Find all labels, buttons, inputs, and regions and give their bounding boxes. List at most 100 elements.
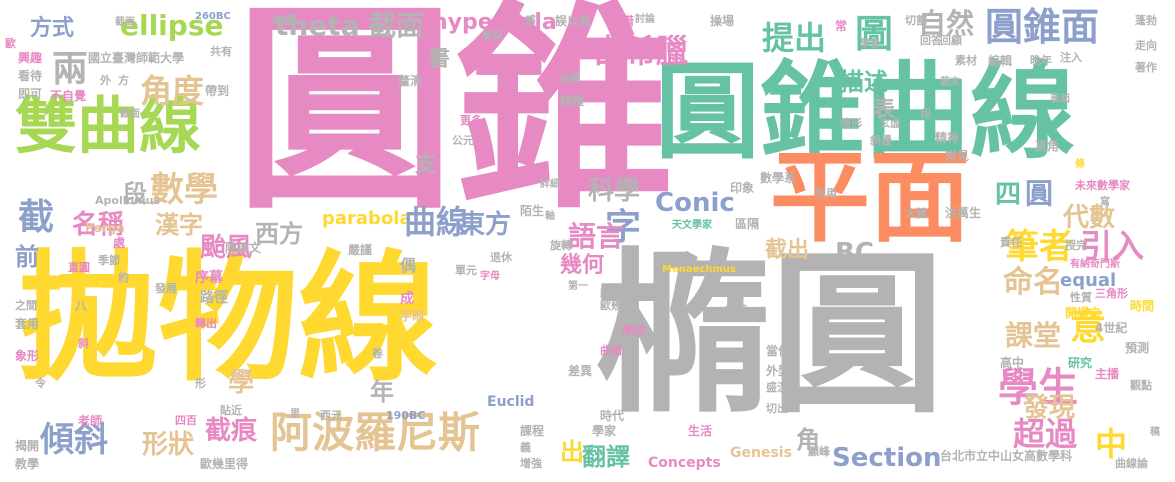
word-93: 盛況 <box>766 381 788 394</box>
word-112: 條 <box>1075 159 1085 170</box>
word-193: 玄虛 <box>880 119 900 130</box>
word-9: 截面 <box>368 9 425 42</box>
word-158: 帶到 <box>205 84 230 98</box>
word-72: 序幕 <box>195 270 223 286</box>
word-185: 更多 <box>460 114 482 127</box>
word-85: 象形 <box>15 349 40 363</box>
word-71: 陳啟文 <box>225 241 262 255</box>
word-3: 拋物線 <box>18 238 439 401</box>
word-151: 國立臺灣師範大學 <box>88 51 185 65</box>
word-110: 大體 <box>905 207 927 220</box>
word-94: 切出 <box>766 402 788 415</box>
word-102: 4世紀 <box>1095 321 1128 335</box>
word-103: 三角形 <box>1095 287 1128 300</box>
word-27: 東方 <box>459 210 512 240</box>
word-41: 筆者 <box>1005 227 1073 267</box>
word-152: 共有 <box>210 45 232 58</box>
word-109: 洪萬生 <box>945 206 982 220</box>
word-89: 曲面 <box>600 344 622 357</box>
word-139: 揭開 <box>15 439 40 453</box>
word-91: 當作 <box>766 344 791 358</box>
word-192: 斜邊 <box>870 134 892 147</box>
word-62: 退休 <box>490 251 512 264</box>
word-5: 雙曲線 <box>15 89 202 162</box>
word-64: 字母 <box>480 271 500 282</box>
word-31: 幾何 <box>560 253 605 278</box>
word-86: 斜 <box>78 337 89 350</box>
word-190: 詳細 <box>540 179 560 190</box>
word-77: 約 <box>118 271 129 284</box>
word-54: 阿波羅尼斯 <box>270 408 481 457</box>
word-34: 圓 <box>1025 177 1054 210</box>
word-74: 發展 <box>155 282 177 295</box>
word-48: 中 <box>1095 425 1128 463</box>
word-115: 精神 <box>935 131 960 145</box>
word-181: 學習 <box>860 39 880 50</box>
word-148: 興趣 <box>18 51 43 65</box>
word-150: 即可 <box>18 87 43 101</box>
word-172: 蓬勃 <box>1135 14 1157 27</box>
word-39: equal <box>1060 270 1117 291</box>
word-162: 動態 <box>482 31 502 42</box>
word-33: 四 <box>995 180 1022 210</box>
word-149: 看待 <box>18 69 43 83</box>
word-141: 歐幾里得 <box>200 457 249 471</box>
word-166: 討論 <box>635 14 655 25</box>
word-163: 感 <box>525 14 536 27</box>
word-79: 八 <box>75 299 88 313</box>
word-116: 常見 <box>945 149 970 163</box>
word-121: 陌生 <box>520 204 545 218</box>
word-123: Euclid <box>487 394 535 410</box>
word-4: 橢圓 <box>595 234 945 437</box>
word-24: 西方 <box>255 220 303 248</box>
word-32: Conic <box>655 188 735 218</box>
word-114: 直角 <box>1035 139 1060 153</box>
word-43: 意 <box>1070 307 1107 348</box>
word-16: 兩 <box>52 49 89 90</box>
word-176: 截來 <box>940 77 960 88</box>
word-37: BC <box>835 238 874 268</box>
word-7: ellipse <box>120 9 224 42</box>
word-130: 生活 <box>688 424 713 438</box>
word-84: 字眼 <box>400 309 425 323</box>
word-87: 卷 <box>372 347 383 360</box>
word-145: 曲線論 <box>1115 457 1148 470</box>
word-55: 出 <box>560 438 584 466</box>
vword-3: 段 <box>919 108 932 119</box>
word-70: 偶 <box>400 256 417 275</box>
word-53: 截痕 <box>205 416 258 446</box>
word-14: 古希臘 <box>592 32 689 70</box>
word-69: 嚴謹 <box>348 243 373 257</box>
word-187: 正向 <box>605 134 627 147</box>
word-40: 颱風 <box>200 233 253 263</box>
word-180: 表面 <box>1050 94 1070 105</box>
word-104: 性質 <box>1070 291 1092 304</box>
word-15: 方式 <box>30 16 75 41</box>
word-124: 190BC <box>386 409 426 422</box>
word-136: 老師 <box>78 414 103 428</box>
word-49: 學 <box>228 368 255 398</box>
vword-0: 書 <box>424 46 449 68</box>
word-169: 切割 <box>905 14 927 27</box>
word-68: 第一 <box>568 281 588 292</box>
word-175: 素材 <box>955 54 977 67</box>
word-101: 開場白 <box>1065 306 1102 320</box>
word-58: Section <box>832 443 942 473</box>
word-96: 主播 <box>1095 367 1120 381</box>
word-157: 不自覺 <box>50 89 87 103</box>
word-119: 印象 <box>730 181 755 195</box>
word-75: 季節 <box>98 254 120 267</box>
word-168: 常 <box>835 19 848 33</box>
word-22: 名稱 <box>72 210 125 240</box>
word-133: 顧峰 <box>808 445 830 458</box>
word-108: 責任 <box>1000 236 1022 249</box>
word-182: 延續 <box>560 74 580 85</box>
word-189: Perga <box>85 221 125 235</box>
word-167: 操場 <box>710 14 735 28</box>
word-156: 方 <box>118 74 129 87</box>
word-82: 轉出 <box>195 317 217 330</box>
word-154: 260BC <box>195 11 231 22</box>
word-122: 軸 <box>545 211 555 222</box>
word-142: 令 <box>35 377 46 390</box>
word-174: 注入 <box>1060 51 1082 64</box>
